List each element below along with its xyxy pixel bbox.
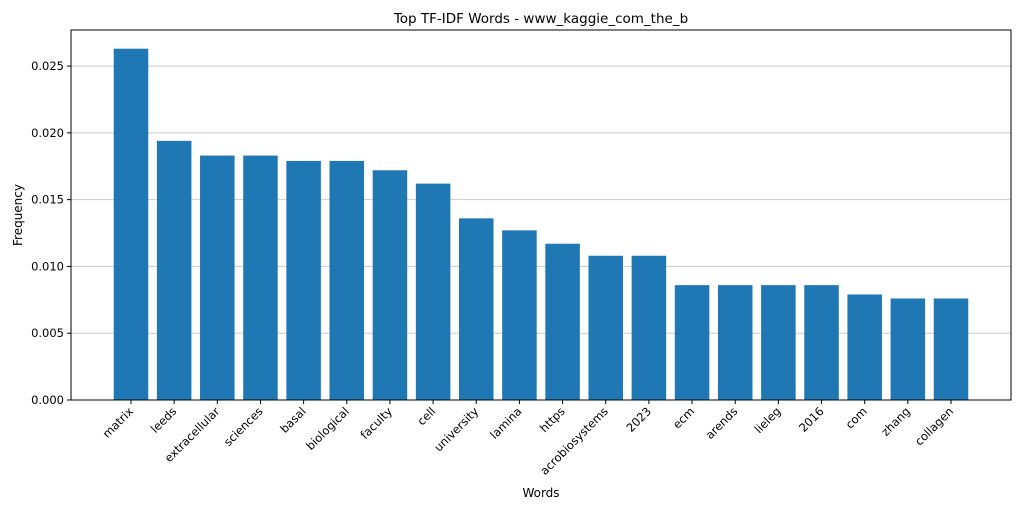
bar xyxy=(372,170,408,400)
x-tick-label: matrix xyxy=(100,404,137,441)
bar xyxy=(502,230,537,400)
bar xyxy=(631,255,667,400)
x-tick-label: cell xyxy=(414,404,438,428)
bar xyxy=(415,183,451,400)
bar xyxy=(717,285,753,400)
x-tick-label: 2016 xyxy=(796,404,827,435)
bar xyxy=(545,243,580,400)
bar xyxy=(286,160,321,400)
x-tick-label: lamina xyxy=(487,404,524,441)
bar xyxy=(458,218,494,400)
bar xyxy=(243,155,278,400)
x-tick-label: biological xyxy=(303,404,352,453)
x-tick-label: university xyxy=(431,404,481,454)
y-axis-label: Frequency xyxy=(11,184,25,246)
plot-frame xyxy=(70,29,1012,401)
bar xyxy=(890,298,926,400)
x-tick-label: sciences xyxy=(221,404,266,449)
x-tick-label: com xyxy=(843,404,870,431)
x-tick-label: zhang xyxy=(878,404,913,439)
bar xyxy=(761,285,796,400)
y-tick-label: 0.005 xyxy=(31,326,64,340)
bar xyxy=(674,285,710,400)
bar xyxy=(847,294,882,400)
x-tick-label: leeds xyxy=(148,404,180,436)
bar xyxy=(933,298,969,400)
bar xyxy=(113,48,149,401)
x-tick-label: https xyxy=(537,404,568,435)
x-tick-label: collagen xyxy=(912,404,956,448)
y-tick-label: 0.020 xyxy=(31,126,64,140)
x-axis-label: Words xyxy=(522,486,559,500)
bar xyxy=(329,160,365,400)
x-tick-label: lieleg xyxy=(752,404,784,436)
y-tick-label: 0.010 xyxy=(31,259,64,273)
x-tick-label: ecm xyxy=(670,404,697,431)
bar xyxy=(804,285,839,400)
bar xyxy=(156,140,192,400)
y-tick-label: 0.000 xyxy=(31,393,64,407)
chart-title: Top TF-IDF Words - www_kaggie_com_the_b xyxy=(393,11,688,27)
y-tick-label: 0.025 xyxy=(31,59,64,73)
bar xyxy=(200,155,235,400)
x-tick-label: faculty xyxy=(357,404,395,442)
x-tick-label: 2023 xyxy=(623,404,654,435)
y-tick-label: 0.015 xyxy=(31,193,64,207)
x-tick-label: basal xyxy=(277,404,309,436)
x-tick-label: arends xyxy=(703,404,741,442)
bar xyxy=(588,255,624,400)
